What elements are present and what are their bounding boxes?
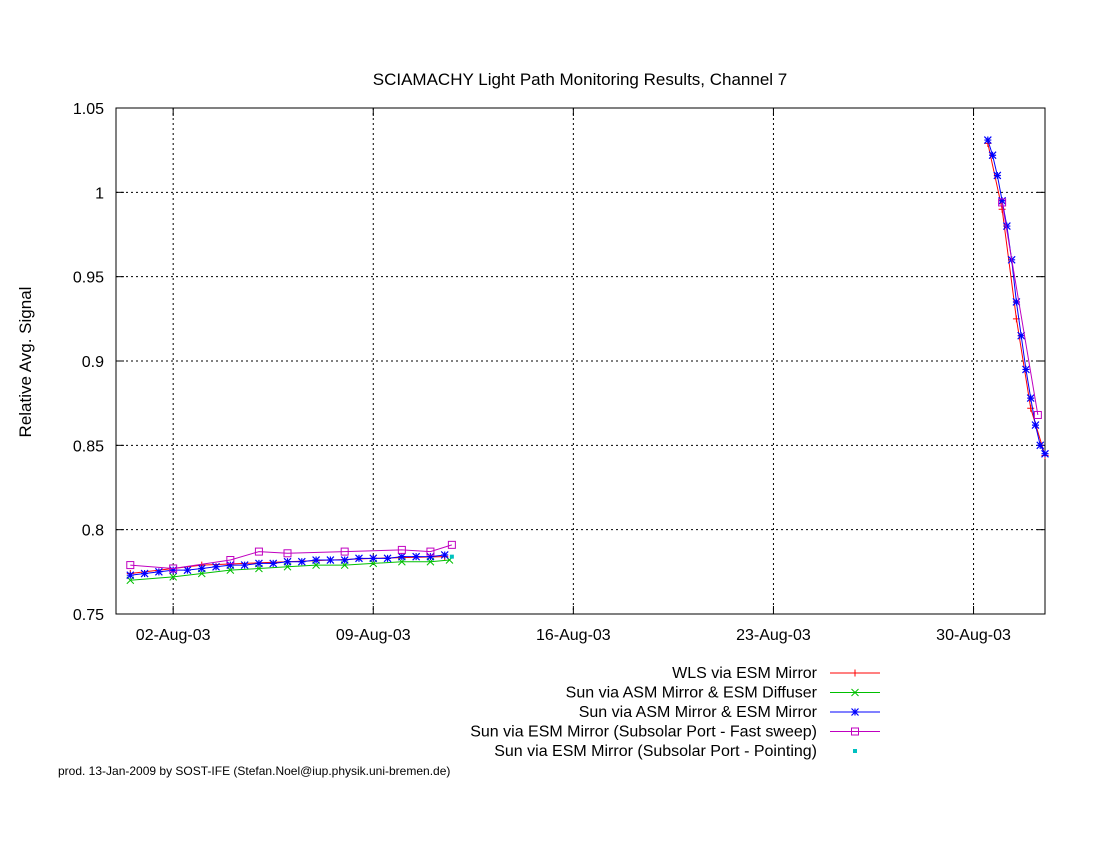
- data-point: [326, 556, 335, 564]
- data-point: [254, 559, 263, 568]
- data-point: [369, 554, 378, 563]
- data-point: [1031, 421, 1040, 430]
- data-point: [126, 571, 135, 580]
- x-tick-label: 23-Aug-03: [736, 627, 811, 644]
- data-point: [998, 205, 1006, 213]
- series-3: [126, 136, 1049, 580]
- data-point: [169, 566, 178, 575]
- data-point: [283, 557, 292, 566]
- data-point: [169, 573, 178, 581]
- y-tick-label: 1.05: [73, 101, 104, 118]
- data-point: [269, 559, 278, 568]
- data-point: [1026, 394, 1035, 403]
- data-point: [183, 566, 192, 575]
- x-tick-label: 30-Aug-03: [936, 627, 1011, 644]
- x-tick-label: 16-Aug-03: [536, 627, 611, 644]
- data-point: [851, 688, 859, 697]
- data-point: [853, 749, 857, 753]
- data-point: [1033, 410, 1042, 419]
- series-5: [449, 554, 454, 559]
- data-point: [154, 567, 163, 576]
- data-point: [993, 171, 1002, 180]
- data-point: [1012, 298, 1021, 306]
- data-point: [851, 708, 859, 716]
- data-point: [1002, 222, 1011, 230]
- data-point: [383, 554, 392, 563]
- legend-label: Sun via ASM Mirror & ESM Diffuser: [566, 685, 818, 702]
- data-point: [998, 198, 1007, 207]
- data-point: [1027, 404, 1035, 412]
- data-point: [988, 151, 997, 160]
- data-point: [297, 557, 306, 566]
- data-point: [312, 556, 321, 564]
- x-tick-label: 02-Aug-03: [136, 627, 211, 644]
- data-point: [397, 545, 406, 554]
- production-note: prod. 13-Jan-2009 by SOST-IFE (Stefan.No…: [58, 764, 450, 778]
- data-point: [212, 562, 220, 571]
- data-point: [851, 727, 859, 736]
- y-tick-label: 1: [95, 185, 104, 202]
- data-point: [851, 669, 859, 677]
- y-axis-ticks: 0.75 0.8 0.85 0.9 0.95 1 1.05: [73, 101, 1045, 624]
- data-point: [140, 569, 149, 578]
- data-point: [1036, 441, 1045, 450]
- data-point: [126, 561, 135, 570]
- data-point: [197, 564, 206, 573]
- data-point: [226, 561, 235, 570]
- data-point: [426, 552, 435, 561]
- y-axis-label: Relative Avg. Signal: [16, 287, 35, 438]
- data-point: [340, 556, 349, 564]
- data-point: [240, 561, 249, 570]
- plot-frame: [115, 107, 1046, 615]
- series-4: [126, 198, 1042, 573]
- data-point: [1041, 449, 1049, 458]
- y-tick-label: 0.8: [82, 523, 104, 540]
- series-group: [126, 136, 1049, 585]
- series-line: [130, 544, 453, 569]
- data-point: [983, 136, 992, 144]
- data-point: [340, 547, 349, 556]
- y-tick-label: 0.75: [73, 607, 104, 624]
- data-point: [998, 196, 1007, 205]
- series-line: [130, 559, 450, 581]
- data-point: [283, 549, 292, 558]
- data-point: [447, 540, 456, 549]
- series-1: [126, 139, 1049, 578]
- data-point: [397, 552, 406, 561]
- legend-label: WLS via ESM Mirror: [672, 665, 818, 682]
- data-point: [440, 551, 449, 559]
- x-tick-label: 09-Aug-03: [336, 627, 411, 644]
- data-point: [226, 556, 235, 565]
- data-point: [355, 554, 363, 563]
- data-point: [449, 554, 454, 559]
- legend-label: Sun via ESM Mirror (Subsolar Port - Fast…: [470, 724, 817, 741]
- data-point: [412, 552, 421, 561]
- data-point: [254, 547, 263, 556]
- legend-label: Sun via ESM Mirror (Subsolar Port - Poin…: [494, 743, 817, 760]
- y-tick-label: 0.95: [73, 270, 104, 287]
- series-line: [1001, 202, 1039, 416]
- data-point: [169, 564, 178, 573]
- data-point: [1022, 365, 1030, 374]
- data-point: [1017, 331, 1026, 340]
- y-tick-label: 0.9: [82, 354, 104, 371]
- data-point: [426, 547, 435, 556]
- legend: WLS via ESM Mirror Sun via ASM Mirror & E…: [470, 665, 880, 760]
- legend-label: Sun via ASM Mirror & ESM Mirror: [579, 704, 818, 721]
- plot-border: [115, 107, 1046, 615]
- y-tick-label: 0.85: [73, 438, 104, 455]
- chart-title: SCIAMACHY Light Path Monitoring Results,…: [373, 70, 788, 89]
- grid-lines: [116, 108, 1045, 614]
- x-axis-ticks: 02-Aug-03 09-Aug-03 16-Aug-03 23-Aug-03 30-A…: [136, 108, 1011, 644]
